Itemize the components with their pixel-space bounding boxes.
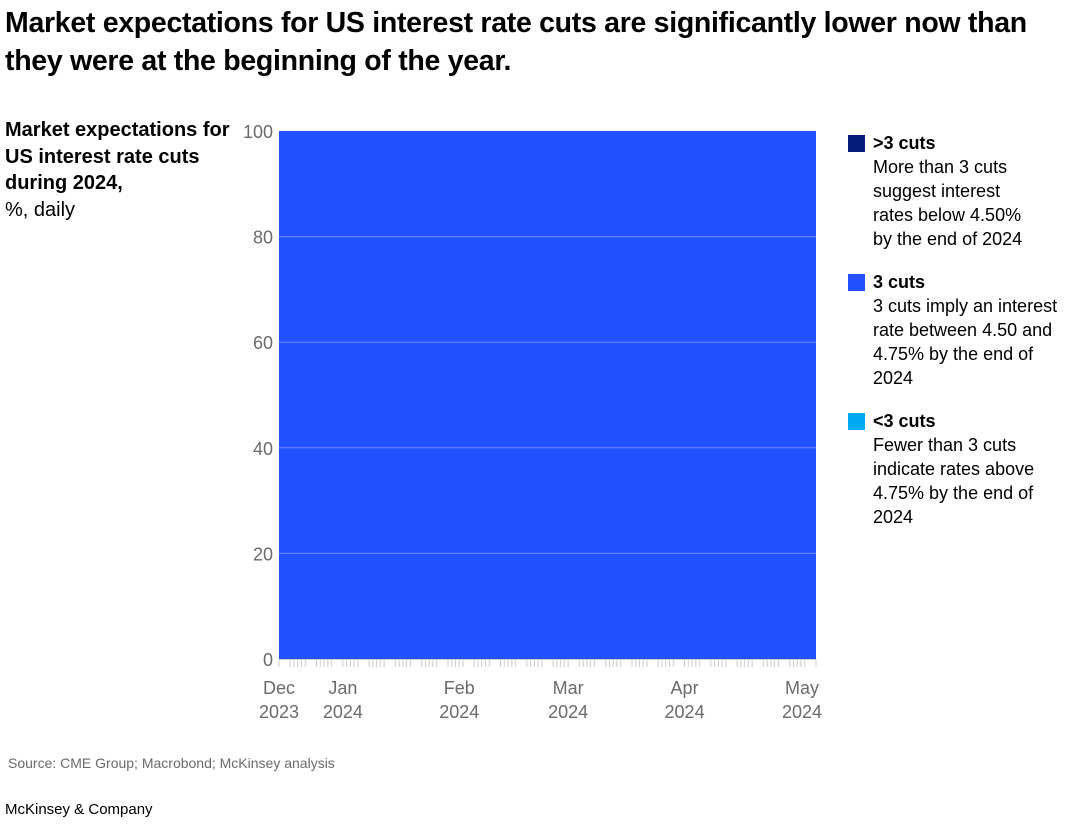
legend-swatch (848, 135, 865, 152)
x-tick-label: Apr (671, 678, 699, 698)
y-tick-label: 40 (253, 439, 273, 459)
y-tick-label: 80 (253, 228, 273, 248)
legend-swatch (848, 274, 865, 291)
x-tick-label: Feb (444, 678, 475, 698)
y-tick-label: 60 (253, 333, 273, 353)
x-tick-label: 2023 (259, 702, 299, 722)
brand-logo: McKinsey & Company (5, 801, 153, 818)
legend-item-less-than-3: <3 cuts Fewer than 3 cuts indicate rates… (848, 409, 1068, 529)
legend-label: <3 cuts (873, 411, 936, 431)
y-axis-label: Market expectations for US interest rate… (5, 117, 235, 223)
y-tick-label: 20 (253, 544, 273, 564)
legend-description: 3 cuts imply an interest rate between 4.… (873, 296, 1058, 388)
x-tick-label: 2024 (323, 702, 363, 722)
y-axis-label-unit: %, daily (5, 198, 76, 221)
legend-swatch (848, 413, 865, 430)
legend-label: 3 cuts (873, 272, 926, 292)
source-note: Source: CME Group; Macrobond; McKinsey a… (8, 755, 335, 771)
legend-description: Fewer than 3 cuts indicate rates above 4… (873, 435, 1035, 527)
x-tick-label: May (785, 678, 819, 698)
area-3cuts-series (279, 131, 816, 659)
x-tick-label: 2024 (439, 702, 479, 722)
legend-label: >3 cuts (873, 133, 936, 153)
y-tick-label: 0 (263, 650, 273, 670)
legend-description: More than 3 cuts suggest interest rates … (873, 157, 1023, 249)
x-tick-label: 2024 (548, 702, 588, 722)
x-tick-label: 2024 (665, 702, 705, 722)
x-tick-label: Mar (553, 678, 584, 698)
x-tick-label: Jan (328, 678, 357, 698)
legend-item-more-than-3: >3 cuts More than 3 cuts suggest interes… (848, 131, 1068, 251)
x-tick-label: Dec (263, 678, 295, 698)
x-tick-label: 2024 (782, 702, 822, 722)
y-axis-label-title: Market expectations for US interest rate… (5, 119, 230, 194)
legend-item-3: 3 cuts 3 cuts imply an interest rate bet… (848, 270, 1068, 390)
chart-title: Market expectations for US interest rate… (5, 7, 1027, 77)
y-tick-label: 100 (243, 122, 273, 142)
